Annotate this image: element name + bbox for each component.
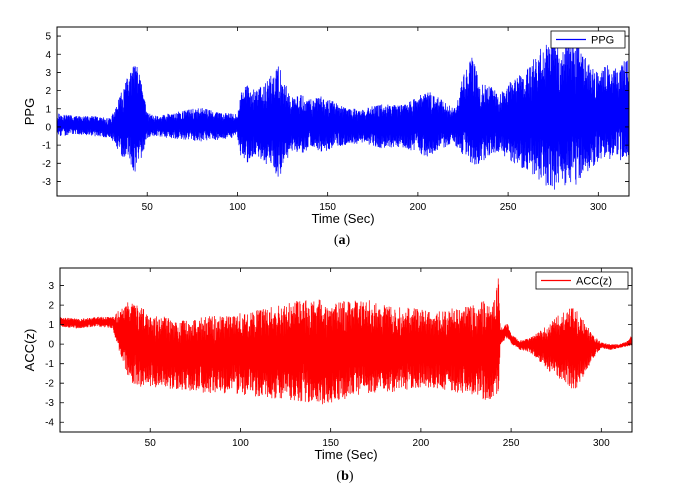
y-tick-label: 2 bbox=[45, 86, 51, 97]
y-tick-label: 3 bbox=[45, 68, 51, 79]
x-tick-label: 300 bbox=[590, 202, 607, 213]
x-axis-label: Time (Sec) bbox=[314, 447, 377, 462]
series-line-ppg bbox=[57, 35, 629, 190]
x-tick-label: 200 bbox=[410, 202, 427, 213]
y-tick-label: -2 bbox=[42, 159, 51, 170]
legend: ACC(z) bbox=[535, 271, 629, 290]
legend-label: PPG bbox=[591, 35, 614, 47]
y-tick-label: 2 bbox=[48, 301, 54, 312]
x-tick-label: 150 bbox=[319, 202, 336, 213]
y-axis-label: ACC(z) bbox=[22, 329, 37, 372]
x-tick-label: 100 bbox=[229, 202, 246, 213]
y-tick-label: 0 bbox=[48, 340, 54, 351]
x-tick-label: 300 bbox=[593, 438, 610, 449]
y-tick-label: 3 bbox=[48, 281, 54, 292]
panel-caption: (b) bbox=[336, 469, 353, 484]
x-tick-label: 250 bbox=[503, 438, 520, 449]
x-tick-label: 50 bbox=[145, 438, 157, 449]
legend: PPG bbox=[550, 30, 626, 49]
chart-panel-b: 50 100 150 200 250 300 -4 -3 -2 -1 0 1 2 3 Time (Sec) A… bbox=[22, 267, 633, 484]
y-tick-label: 1 bbox=[45, 104, 51, 115]
y-tick-label: -2 bbox=[45, 379, 54, 390]
y-tick-label: 1 bbox=[48, 320, 54, 331]
legend-label: ACC(z) bbox=[576, 276, 612, 288]
x-tick-label: 200 bbox=[413, 438, 430, 449]
x-tick-label: 150 bbox=[322, 438, 339, 449]
y-tick-label: -4 bbox=[45, 418, 54, 429]
y-tick-label: 0 bbox=[45, 122, 51, 133]
plot-area bbox=[59, 267, 633, 433]
x-axis-label: Time (Sec) bbox=[311, 211, 374, 226]
x-tick-label: 100 bbox=[232, 438, 249, 449]
x-tick-label: 250 bbox=[500, 202, 517, 213]
chart-panel-a: 50 100 150 200 250 300 -3 -2 -1 0 1 2 3 4 5 Time (Sec) P… bbox=[22, 26, 630, 248]
panel-caption: (a) bbox=[334, 233, 351, 248]
y-tick-label: -3 bbox=[45, 398, 54, 409]
series-line-acc-z bbox=[60, 278, 632, 405]
y-axis-label: PPG bbox=[22, 98, 37, 125]
plot-area bbox=[56, 26, 630, 197]
y-tick-label: -3 bbox=[42, 177, 51, 188]
y-tick-label: 5 bbox=[45, 32, 51, 43]
x-tick-label: 50 bbox=[142, 202, 154, 213]
y-tick-label: -1 bbox=[42, 141, 51, 152]
y-tick-label: -1 bbox=[45, 359, 54, 370]
y-tick-label: 4 bbox=[45, 50, 51, 61]
